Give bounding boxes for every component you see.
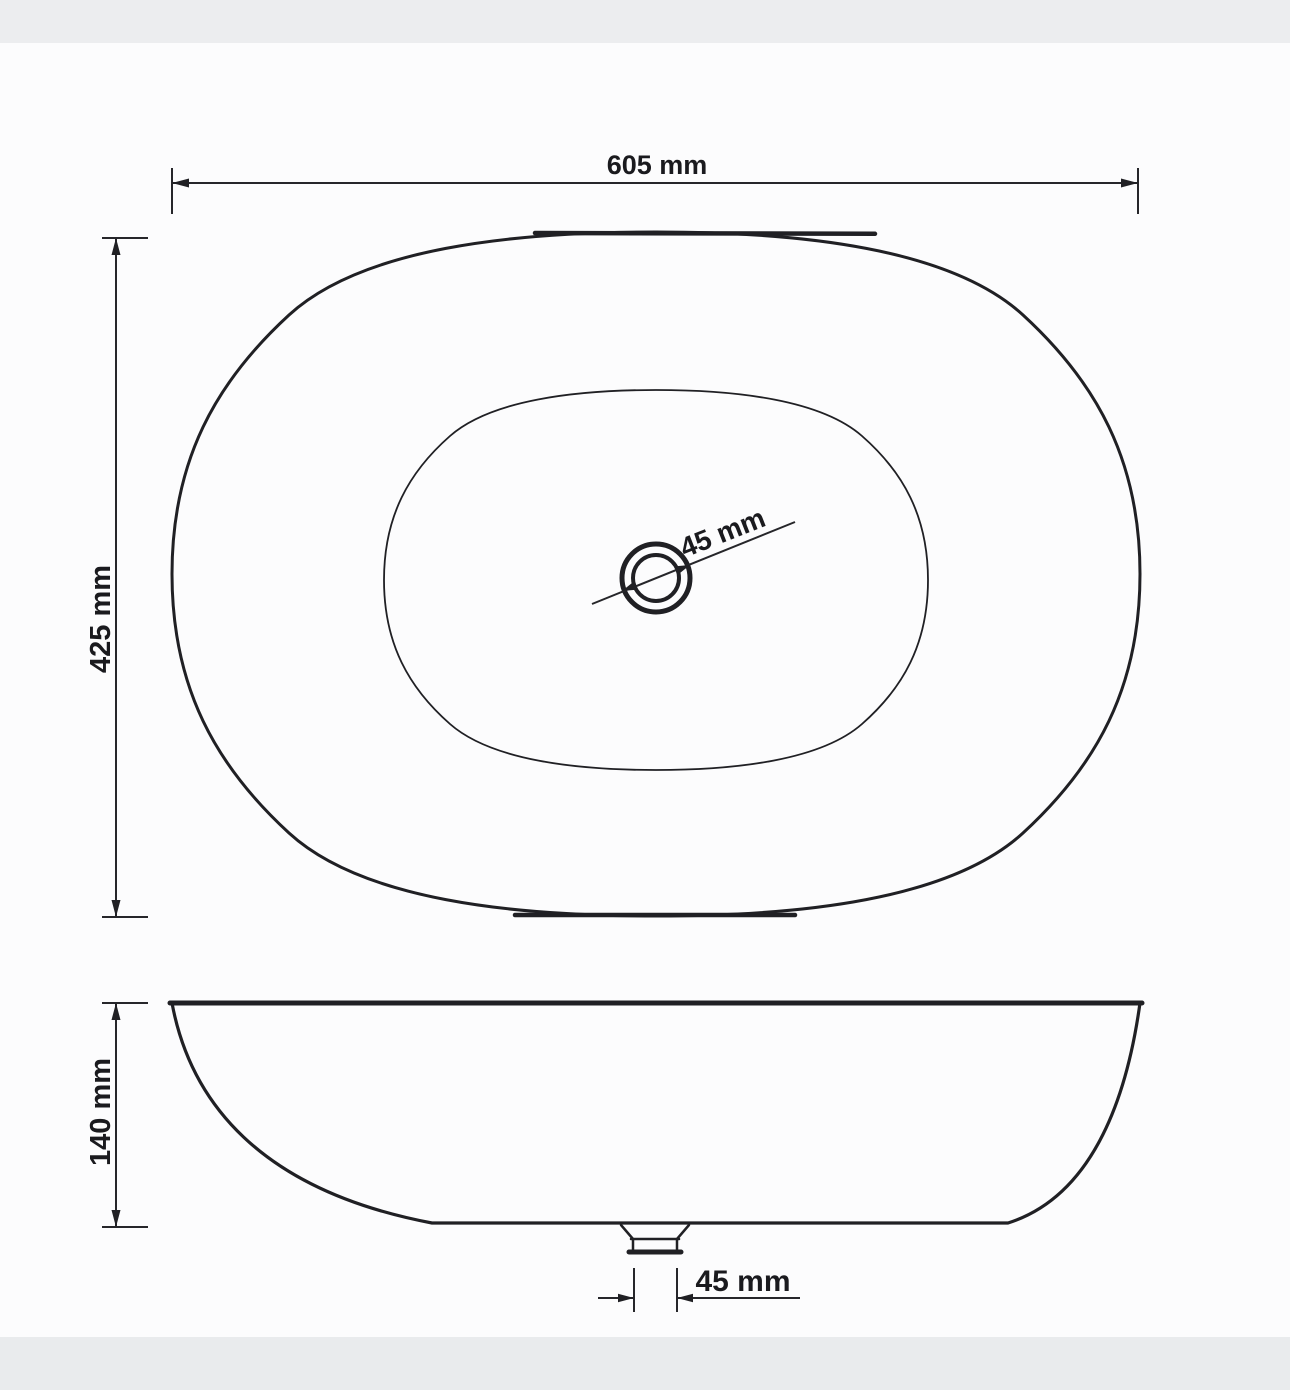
drain-inner-circle	[631, 553, 681, 603]
top-gray-band	[0, 0, 1290, 43]
height-label: 140 mm	[85, 1058, 117, 1166]
height-arrow-bottom	[111, 1210, 121, 1227]
drain-width-arrow-left	[618, 1293, 634, 1303]
outer-rim-top-accent	[532, 230, 878, 237]
top-view	[170, 230, 1142, 918]
spout-slant-right	[675, 1223, 691, 1241]
side-view	[167, 1000, 1145, 1255]
drain-diameter-label: 45 mm	[676, 502, 770, 563]
spout-slant-left	[619, 1223, 635, 1241]
width-arrow-right	[1121, 178, 1138, 188]
height-dimension: 140 mm	[85, 1002, 148, 1228]
drain-width-dimension: 45 mm	[598, 1265, 800, 1312]
bottom-gray-band	[0, 1337, 1290, 1390]
width-dimension: 605 mm	[171, 150, 1139, 214]
outer-rim-outline	[170, 230, 1142, 918]
drain-arrow-upper	[674, 565, 690, 575]
width-arrow-left	[172, 178, 189, 188]
inner-bowl-outline	[383, 389, 929, 771]
depth-dimension: 425 mm	[85, 237, 148, 918]
width-label: 605 mm	[607, 150, 708, 180]
drain-arrow-lower	[622, 581, 638, 591]
depth-label: 425 mm	[85, 565, 117, 673]
drain-outer-circle	[619, 541, 693, 615]
height-arrow-top	[111, 1003, 121, 1020]
depth-arrow-bottom	[111, 900, 121, 917]
drain-width-label: 45 mm	[695, 1265, 790, 1298]
depth-arrow-top	[111, 238, 121, 255]
side-bowl-outline	[170, 1001, 1142, 1225]
drain-spout	[619, 1223, 691, 1255]
drain-width-arrow-right	[677, 1293, 693, 1303]
